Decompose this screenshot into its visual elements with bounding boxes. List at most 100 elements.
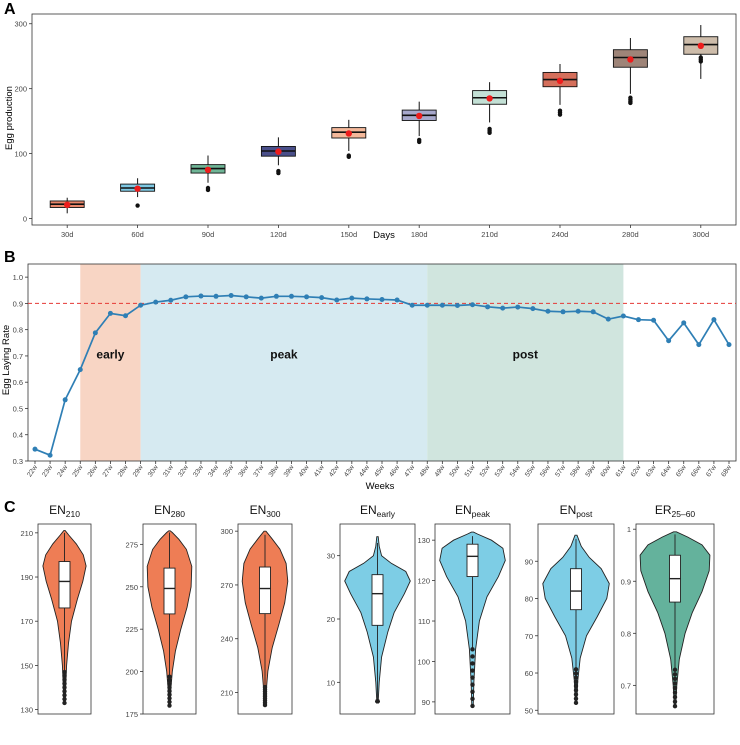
panel-b-xlabel: Weeks (366, 481, 395, 492)
x-tick-label: 58w (569, 464, 582, 478)
outlier-point (167, 688, 172, 694)
box (466, 543, 479, 578)
outlier-point (672, 690, 678, 695)
region-post (427, 264, 624, 461)
outlier-point (573, 692, 579, 697)
outlier-point (62, 681, 67, 686)
outlier-point (573, 688, 579, 693)
panel-b-label: B (4, 249, 16, 266)
data-point (545, 308, 551, 314)
x-tick-label: 50w (449, 464, 462, 478)
region-peak (140, 264, 428, 461)
data-point (485, 304, 491, 310)
data-point (394, 297, 400, 303)
x-tick-label: 29w (132, 464, 145, 478)
x-tick-label: 25w (72, 464, 85, 478)
data-point (681, 320, 687, 326)
y-tick-label: 190 (20, 573, 33, 582)
y-tick-label: 0.6 (13, 378, 23, 387)
outlier-point (417, 137, 422, 143)
data-point (409, 302, 415, 308)
data-point (62, 397, 68, 403)
x-tick-label: 67w (705, 464, 718, 478)
y-tick-label: 275 (125, 540, 138, 549)
violin-title: EN300 (250, 503, 281, 519)
violin-panel: ENearly 10 20 30 (327, 503, 416, 715)
data-point (77, 367, 83, 373)
panel-b: B early peak post 0.3 0.4 0.5 0.6 0.7 0.8 0.9 1.0… (1, 249, 737, 492)
data-point (304, 294, 310, 300)
data-point (470, 302, 476, 308)
y-tick-label: 170 (20, 617, 33, 626)
y-tick-label: 200 (14, 85, 27, 94)
outlier-point (672, 694, 678, 700)
box (58, 561, 71, 609)
violin-title: EN210 (49, 503, 80, 519)
x-tick-label: 90d (202, 230, 215, 239)
y-tick-label: 150 (20, 661, 33, 670)
outlier-point (62, 696, 67, 702)
data-point (651, 317, 657, 323)
data-point (123, 313, 129, 319)
box (570, 568, 582, 611)
panel-c-label: C (4, 499, 16, 516)
outlier-point (573, 671, 579, 676)
outlier-point (557, 108, 563, 113)
region-label-post: post (513, 348, 538, 362)
outlier-point (672, 676, 678, 682)
outlier-point (698, 55, 703, 60)
panel-a-ticks: 0 100 200 300 (14, 20, 32, 224)
y-tick-label: 0.4 (13, 431, 23, 440)
data-point (153, 299, 159, 305)
data-point (530, 306, 536, 312)
mean-point (275, 148, 282, 155)
x-tick-label: 300d (692, 230, 709, 239)
x-tick-label: 30d (61, 230, 74, 239)
x-tick-label: 46w (388, 464, 401, 478)
y-tick-label: 90 (422, 698, 430, 707)
x-tick-label: 33w (192, 464, 205, 478)
x-tick-label: 280d (622, 230, 639, 239)
mean-point (345, 130, 352, 137)
data-point (620, 313, 626, 319)
data-point (243, 294, 249, 300)
data-point (198, 293, 204, 299)
y-tick-label: 210 (220, 688, 233, 697)
x-tick-label: 24w (56, 464, 69, 478)
x-tick-label: 60d (131, 230, 144, 239)
data-point (47, 452, 53, 458)
y-tick-label: 300 (14, 20, 27, 29)
y-tick-label: 0.8 (621, 629, 631, 638)
data-point (349, 295, 355, 301)
outlier-point (573, 675, 579, 680)
x-tick-label: 35w (222, 464, 235, 478)
y-tick-label: 0.8 (13, 326, 23, 335)
violin-panel: EN300 210 240 270 300 (220, 503, 293, 715)
x-tick-label: 240d (552, 230, 569, 239)
outlier-point (276, 168, 281, 174)
data-point (183, 294, 189, 300)
outlier-point (62, 677, 67, 682)
x-tick-label: 49w (434, 464, 447, 478)
outlier-point (573, 696, 579, 701)
mean-point (627, 56, 634, 63)
data-point (32, 446, 38, 452)
x-tick-label: 180d (411, 230, 428, 239)
outlier-point (62, 689, 67, 694)
data-point (213, 293, 219, 299)
outlier-point (470, 682, 475, 687)
y-tick-label: 70 (525, 632, 533, 641)
data-point (500, 305, 506, 311)
y-tick-label: 0.9 (621, 577, 631, 586)
panel-c: C EN210130150170190210EN2801752002252502… (4, 499, 715, 719)
y-tick-label: 210 (20, 529, 33, 538)
y-tick-label: 0.5 (13, 404, 23, 413)
x-tick-label: 31w (162, 464, 175, 478)
y-tick-label: 50 (525, 706, 533, 715)
data-point (228, 293, 234, 299)
outlier-point (628, 95, 633, 100)
outlier-point (672, 699, 678, 704)
x-tick-label: 57w (554, 464, 567, 478)
x-tick-label: 45w (373, 464, 386, 478)
y-tick-label: 90 (525, 557, 533, 566)
